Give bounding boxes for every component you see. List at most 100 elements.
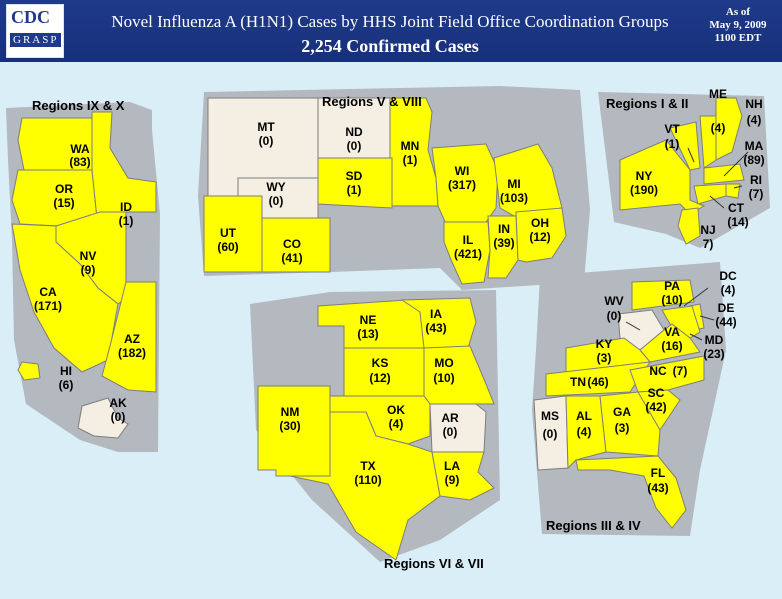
- state-ny[interactable]: [619, 139, 706, 215]
- label-nc-cases: (7): [673, 364, 688, 378]
- label-md-abbr: MD: [705, 333, 724, 347]
- label-mt-cases: (0): [259, 134, 274, 148]
- leader-ma: [723, 151, 749, 177]
- as-of-label: As of: [725, 6, 751, 18]
- as-of-day: May 9, 2009: [709, 19, 767, 31]
- state-nh[interactable]: [699, 115, 717, 169]
- label-pa-abbr: PA: [664, 279, 680, 293]
- label-ia-cases: (43): [425, 321, 446, 335]
- label-or-abbr: OR: [55, 182, 73, 196]
- label-sc-abbr: SC: [648, 386, 665, 400]
- label-co-abbr: CO: [283, 237, 301, 251]
- label-ny-cases: (190): [630, 183, 658, 197]
- label-wy-cases: (0): [269, 194, 284, 208]
- state-ct[interactable]: [693, 183, 727, 205]
- label-ks-cases: (12): [369, 371, 390, 385]
- label-ct-cases: (14): [727, 215, 748, 229]
- label-hi-abbr: HI: [60, 364, 72, 378]
- label-mo-cases: (10): [433, 371, 454, 385]
- label-la-cases: (9): [445, 473, 460, 487]
- state-ga[interactable]: [599, 391, 661, 457]
- leader-ct: [709, 195, 725, 209]
- state-fl[interactable]: [575, 455, 687, 529]
- label-dc-abbr: DC: [719, 269, 737, 283]
- map-title-block: Novel Influenza A (H1N1) Cases by HHS Jo…: [70, 10, 710, 58]
- label-nd-cases: (0): [347, 139, 362, 153]
- state-labels: WA (83) OR (15) ID (1) NV (9) CA (171) A…: [34, 87, 765, 495]
- label-il-cases: (421): [454, 247, 482, 261]
- label-id-abbr: ID: [120, 200, 132, 214]
- label-al-abbr: AL: [576, 409, 592, 423]
- label-nm-cases: (30): [279, 419, 300, 433]
- label-ne-cases: (13): [357, 327, 378, 341]
- label-ne-abbr: NE: [360, 313, 377, 327]
- map-title: Novel Influenza A (H1N1) Cases by HHS Jo…: [111, 12, 669, 31]
- label-tn-abbr: TN: [570, 375, 586, 389]
- state-ma[interactable]: [703, 163, 745, 185]
- state-az[interactable]: [101, 281, 157, 393]
- label-ia-abbr: IA: [430, 307, 442, 321]
- state-md[interactable]: [661, 305, 701, 339]
- label-ct-abbr: CT: [728, 201, 745, 215]
- label-mt-abbr: MT: [257, 120, 275, 134]
- label-or-cases: (15): [53, 196, 74, 210]
- state-nj[interactable]: [677, 207, 701, 245]
- state-pa[interactable]: [631, 279, 695, 311]
- map-area: Regions IX & X Regions V & VIII Regions …: [0, 62, 782, 594]
- state-ri[interactable]: [725, 183, 741, 199]
- label-id-cases: (1): [119, 214, 134, 228]
- state-tx[interactable]: [276, 411, 441, 561]
- label-ms-abbr: MS: [541, 409, 559, 423]
- state-id[interactable]: [91, 111, 157, 229]
- label-wa-abbr: WA: [70, 142, 90, 156]
- label-oh-abbr: OH: [531, 216, 549, 230]
- state-al[interactable]: [565, 395, 607, 470]
- label-tn-cases: (46): [587, 375, 608, 389]
- label-mi-abbr: MI: [507, 177, 520, 191]
- leader-ri: [733, 185, 743, 189]
- label-fl-abbr: FL: [651, 466, 666, 480]
- label-mn-cases: (1): [403, 153, 418, 167]
- label-fl-cases: (43): [647, 481, 668, 495]
- state-ar[interactable]: [429, 403, 487, 453]
- label-ri-abbr: RI: [750, 173, 762, 187]
- label-ok-abbr: OK: [387, 403, 405, 417]
- label-oh-cases: (12): [529, 230, 550, 244]
- label-nj-abbr: NJ: [700, 223, 715, 237]
- region-label-southeast: Regions III & IV: [546, 518, 641, 533]
- state-oh[interactable]: [515, 207, 567, 263]
- state-nc[interactable]: [629, 355, 705, 393]
- label-ky-cases: (3): [597, 351, 612, 365]
- label-wv-cases: (0): [607, 309, 622, 323]
- label-tx-abbr: TX: [360, 459, 375, 473]
- state-tn[interactable]: [545, 361, 652, 397]
- state-hi[interactable]: [17, 361, 41, 381]
- label-dc-cases: (4): [721, 283, 736, 297]
- state-la[interactable]: [431, 451, 495, 501]
- label-va-abbr: VA: [664, 325, 680, 339]
- label-ca-abbr: CA: [39, 285, 57, 299]
- label-me-abbr: ME: [709, 87, 727, 101]
- label-ut-abbr: UT: [220, 226, 237, 240]
- label-ar-cases: (0): [443, 425, 458, 439]
- leader-dc: [683, 287, 709, 307]
- us-region-map: Regions IX & X Regions V & VIII Regions …: [0, 62, 782, 594]
- label-tx-cases: (110): [354, 473, 381, 487]
- label-nv-cases: (9): [81, 263, 96, 277]
- leader-de: [699, 315, 715, 321]
- label-mn-abbr: MN: [401, 139, 420, 153]
- label-ca-cases: (171): [34, 299, 62, 313]
- label-ma-abbr: MA: [745, 139, 764, 153]
- label-pa-cases: (10): [661, 293, 682, 307]
- state-co[interactable]: [261, 217, 331, 273]
- label-nv-abbr: NV: [80, 249, 97, 263]
- label-ny-abbr: NY: [636, 169, 653, 183]
- label-ma-cases: (89): [743, 153, 764, 167]
- state-ak[interactable]: [77, 397, 129, 439]
- label-il-abbr: IL: [463, 233, 474, 247]
- leader-wv: [625, 321, 641, 331]
- map-subtitle: 2,254 Confirmed Cases: [301, 36, 479, 56]
- leader-vt: [687, 147, 695, 163]
- leader-md: [689, 333, 703, 341]
- label-ky-abbr: KY: [596, 337, 613, 351]
